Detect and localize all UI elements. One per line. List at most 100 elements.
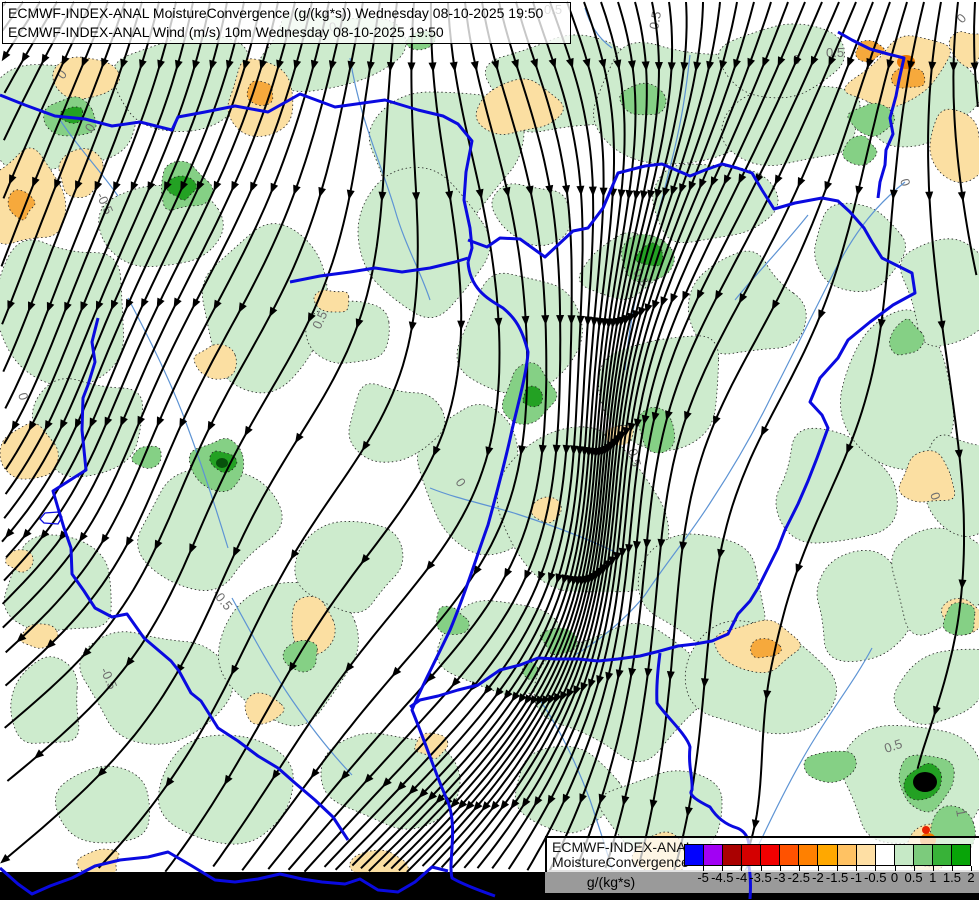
- wind-streamline: [1, 1, 296, 605]
- wind-arrowhead: [426, 672, 436, 683]
- wind-arrowhead: [684, 410, 692, 422]
- wind-streamline: [1, 1, 126, 325]
- wind-streamline: [351, 1, 605, 867]
- wind-arrowhead: [196, 180, 205, 192]
- wind-arrowhead: [226, 59, 234, 71]
- wind-arrowhead: [598, 793, 607, 805]
- wind-arrowhead: [347, 60, 356, 72]
- wind-arrowhead: [33, 749, 45, 759]
- wind-arrowhead: [613, 551, 622, 563]
- wind-arrowhead: [54, 178, 62, 190]
- wind-arrowhead: [738, 293, 748, 304]
- wind-arrowhead: [608, 556, 617, 567]
- wind-arrowhead: [58, 530, 68, 541]
- wind-arrowhead: [949, 62, 958, 73]
- wind-arrowhead: [450, 798, 460, 809]
- wind-arrowhead: [696, 289, 705, 301]
- colorbar-cell: [950, 844, 971, 866]
- wind-arrowhead: [680, 62, 689, 73]
- colorbar-tick-label: 1: [929, 870, 937, 885]
- wind-streamline: [97, 1, 419, 869]
- wind-arrowhead: [599, 187, 608, 198]
- wind-arrowhead: [580, 682, 589, 693]
- wind-arrowhead: [120, 416, 128, 427]
- colorbar-tick: [837, 866, 839, 871]
- wind-arrowhead: [426, 560, 436, 571]
- wind-streamline: [323, 1, 584, 868]
- colorbar-tick-label: -2: [812, 870, 824, 885]
- divergence-red-core: [922, 826, 930, 834]
- colorbar-cell: [741, 844, 762, 866]
- wind-arrowhead: [511, 59, 519, 70]
- wind-arrowhead: [925, 191, 934, 202]
- wind-arrowhead: [693, 61, 702, 72]
- wind-arrowhead: [491, 60, 499, 71]
- wind-arrowhead: [74, 418, 83, 430]
- wind-arrowhead: [465, 800, 475, 811]
- wind-arrowhead: [567, 315, 576, 326]
- wind-arrowhead: [231, 180, 239, 192]
- wind-arrowhead: [541, 315, 550, 326]
- wind-streamline: [673, 1, 908, 871]
- wind-arrowhead: [640, 190, 649, 201]
- wind-arrowhead: [473, 801, 483, 812]
- colorbar-tick: [741, 866, 743, 871]
- wind-arrowhead: [22, 528, 32, 539]
- wind-arrowhead: [435, 793, 446, 804]
- wind-arrowhead: [179, 417, 188, 429]
- wind-arrowhead: [412, 192, 420, 203]
- wind-arrowhead: [622, 426, 631, 438]
- wind-arrowhead: [457, 320, 466, 331]
- wind-streamline: [212, 1, 501, 868]
- wind-arrowhead: [617, 431, 626, 442]
- wind-arrowhead: [958, 579, 967, 590]
- colorbar-cell: [836, 844, 857, 866]
- wind-arrowhead: [541, 695, 550, 706]
- wind-arrowhead: [137, 415, 145, 427]
- wind-arrowhead: [125, 656, 135, 668]
- wind-arrowhead: [713, 415, 721, 426]
- wind-streamline: [368, 1, 626, 872]
- wind-arrowhead: [617, 189, 626, 200]
- colorbar-tick: [760, 866, 762, 871]
- wind-arrowhead: [295, 432, 304, 444]
- wind-arrowhead: [89, 417, 98, 429]
- wind-arrowhead: [584, 316, 593, 327]
- title-line-wind: ECMWF-INDEX-ANAL Wind (m/s) 10m Wednesda…: [8, 24, 444, 40]
- wind-arrowhead: [504, 567, 513, 579]
- wind-arrowhead: [180, 180, 188, 192]
- wind-arrowhead: [688, 180, 697, 192]
- wind-arrowhead: [101, 57, 109, 69]
- wind-arrowhead: [518, 693, 527, 704]
- wind-arrowhead: [662, 187, 670, 198]
- wind-arrowhead: [907, 60, 916, 71]
- wind-streamline: [973, 1, 979, 107]
- wind-arrowhead: [633, 540, 641, 552]
- wind-arrowhead: [355, 318, 364, 329]
- wind-arrowhead: [81, 56, 90, 68]
- wind-arrowhead: [627, 60, 636, 71]
- wind-arrowhead: [192, 59, 200, 71]
- colorbar-cell: [722, 844, 743, 866]
- wind-arrowhead: [970, 62, 979, 73]
- wind-arrowhead: [957, 191, 966, 202]
- wind-arrowheads-layer: [0, 50, 979, 864]
- colorbar-tick-label: -3.5: [749, 870, 772, 885]
- wind-arrowhead: [270, 182, 279, 194]
- wind-arrowhead: [346, 189, 355, 200]
- wind-arrowhead: [259, 59, 268, 71]
- wind-arrowhead: [604, 560, 613, 571]
- wind-arrowhead: [714, 290, 724, 301]
- wind-arrowhead: [213, 180, 222, 192]
- colorbar-cell: [703, 844, 724, 866]
- wind-arrowhead: [615, 669, 624, 680]
- wind-arrowhead: [847, 56, 855, 68]
- wind-arrowhead: [521, 315, 530, 327]
- wind-streamline: [3, 1, 398, 861]
- colorbar-tick-label: -4.5: [711, 870, 734, 885]
- wind-arrowhead: [271, 769, 281, 780]
- wind-arrowhead: [530, 695, 539, 706]
- wind-arrowhead: [4, 528, 15, 539]
- wind-streamline: [360, 1, 615, 870]
